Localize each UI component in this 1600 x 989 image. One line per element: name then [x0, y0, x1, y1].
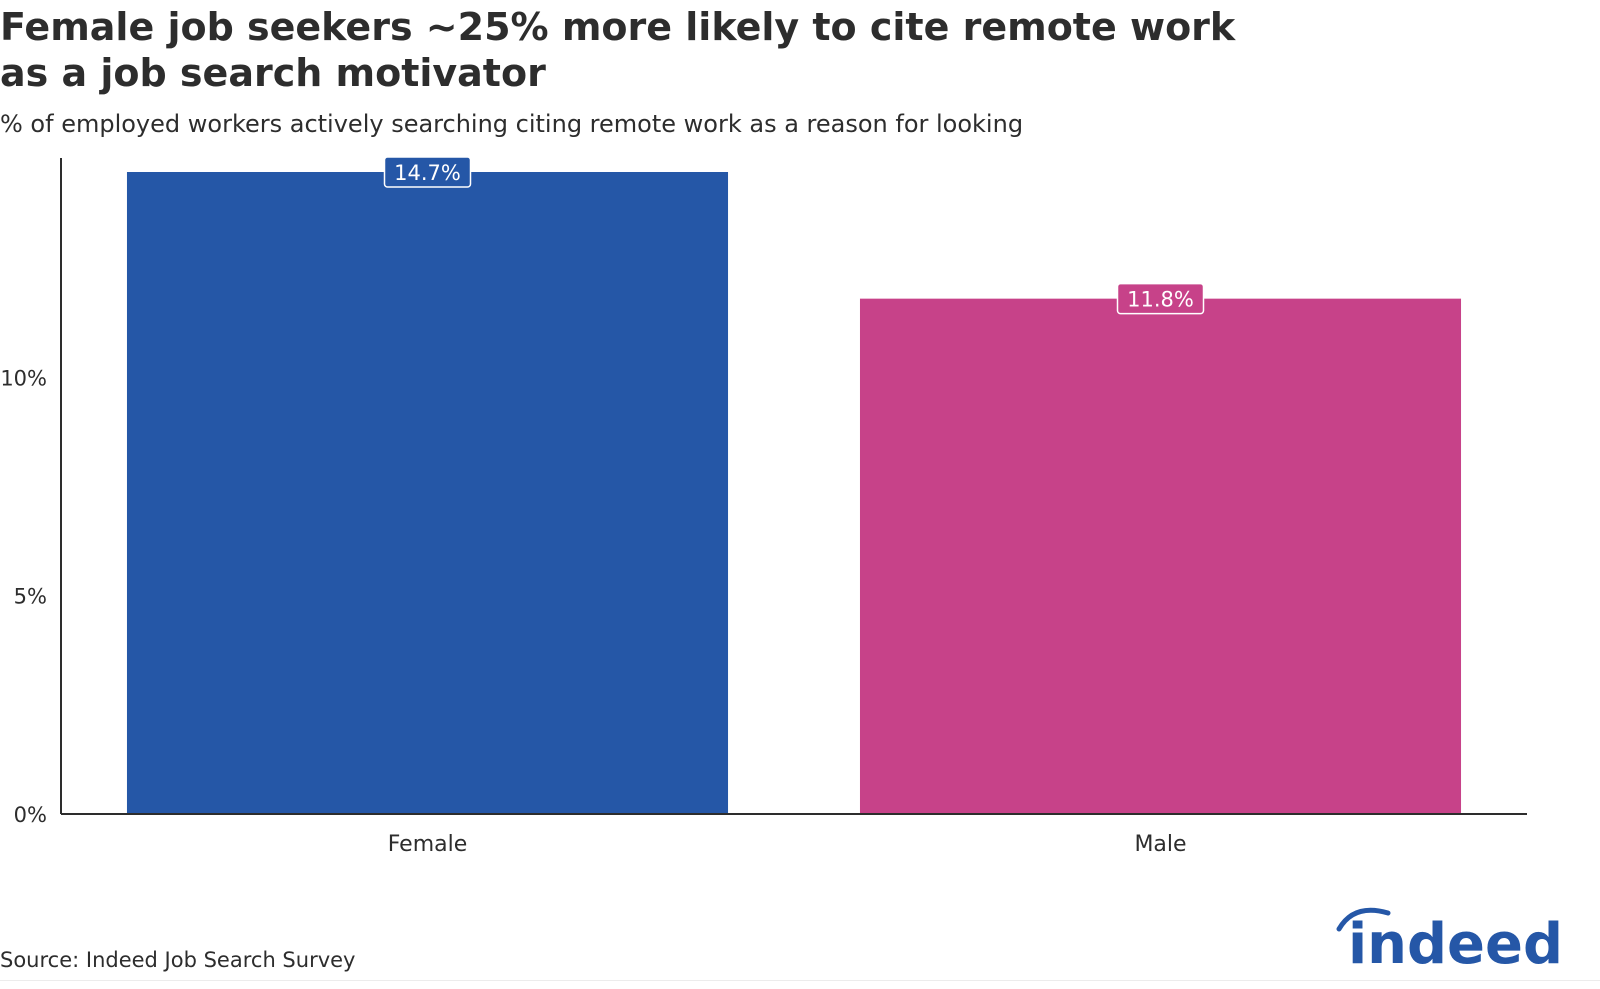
bar-female [126, 172, 729, 814]
data-label-box [383, 156, 472, 188]
indeed-logo: indeed [1336, 907, 1563, 967]
data-label-box [1116, 282, 1205, 315]
data-label: 14.7% [394, 161, 461, 185]
x-tick-label: Female [388, 832, 468, 857]
chart-subtitle: % of employed workers actively searching… [0, 110, 1024, 138]
chart-title: Female job seekers ~25% more likely to c… [0, 5, 1236, 95]
y-tick-label: 10% [0, 366, 47, 390]
data-label: 11.8% [1127, 288, 1194, 312]
logo-wordmark: indeed [1348, 912, 1563, 967]
footer-divider [0, 980, 1600, 981]
bar-chart: 0% 5% 10% Female Male 14.7% 11.8% [0, 156, 1527, 857]
source-note: Source: Indeed Job Search Survey [0, 948, 356, 972]
x-tick-label: Male [1134, 832, 1186, 857]
y-tick-label: 5% [14, 585, 47, 609]
bar-male [859, 298, 1462, 814]
logo-arc-icon [1336, 907, 1391, 932]
y-tick-label: 0% [14, 803, 47, 827]
